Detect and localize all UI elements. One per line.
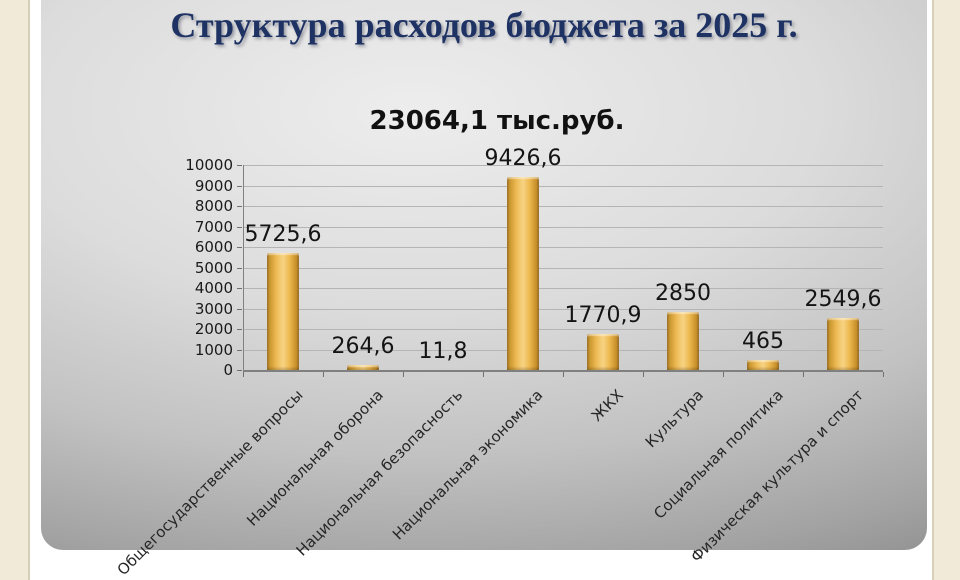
- y-axis-tick: [237, 349, 242, 351]
- bar-value-label: 5725,6: [244, 221, 322, 247]
- y-axis-tick: [237, 308, 242, 310]
- x-axis-tick: [483, 372, 484, 377]
- bar-value-label: 2850: [655, 280, 711, 306]
- x-axis-tick: [563, 372, 564, 377]
- bar: [347, 364, 379, 370]
- y-tick-label: 10000: [185, 156, 233, 174]
- x-axis-tick: [883, 372, 884, 377]
- grid-line: [243, 329, 883, 330]
- x-axis: [243, 370, 883, 372]
- category-label: Национальная безопасность: [293, 386, 467, 560]
- x-axis-tick: [403, 372, 404, 377]
- bar-value-label: 11,8: [418, 338, 468, 364]
- y-tick-label: 5000: [194, 258, 233, 277]
- grid-line: [243, 308, 883, 310]
- y-tick-label: 2000: [194, 320, 233, 338]
- y-tick-label: 6000: [194, 238, 233, 256]
- y-axis-tick: [237, 165, 242, 166]
- grid-line: [243, 349, 883, 351]
- grid-line: [243, 247, 883, 248]
- bar-value-label: 2549,6: [804, 286, 882, 312]
- y-axis: [243, 165, 244, 370]
- category-label: Социальная политика: [650, 386, 787, 523]
- bar-value-label: 9426,6: [484, 145, 562, 171]
- x-axis-tick: [323, 372, 324, 377]
- y-tick-label: 7000: [194, 217, 233, 236]
- category-label: Культура: [641, 386, 707, 452]
- grid-line: [243, 165, 883, 166]
- bar: [587, 333, 619, 370]
- y-tick-label: 0: [223, 361, 233, 379]
- slide-frame-right: [932, 0, 960, 580]
- bar: [827, 317, 859, 370]
- category-label: Национальная экономика: [389, 386, 547, 544]
- bar-value-label: 264,6: [331, 333, 395, 359]
- slide-frame-left: [0, 0, 30, 580]
- slide-panel: Структура расходов бюджета за 2025 г. 23…: [41, 0, 927, 579]
- category-label: Физическая культура и спорт: [686, 386, 867, 566]
- bar: [507, 176, 539, 370]
- grid-line: [243, 267, 883, 269]
- grid-line: [243, 288, 883, 289]
- y-axis-tick: [237, 329, 242, 330]
- bar: [267, 252, 299, 370]
- y-axis-tick: [237, 288, 242, 289]
- grid-line: [243, 206, 883, 207]
- y-axis-tick: [237, 267, 242, 269]
- y-axis-tick: [237, 370, 242, 371]
- grid-line: [243, 185, 883, 187]
- y-axis-tick: [237, 226, 242, 228]
- y-axis-tick: [237, 206, 242, 207]
- chart-title: 23064,1 тыс.руб.: [369, 106, 625, 136]
- bar-value-label: 465: [742, 329, 784, 355]
- x-axis-tick: [243, 372, 244, 377]
- x-axis-tick: [803, 372, 804, 377]
- category-label: ЖКХ: [587, 386, 627, 425]
- y-tick-label: 4000: [194, 279, 233, 297]
- y-axis-tick: [237, 185, 242, 187]
- grid-line: [243, 226, 883, 228]
- y-axis-tick: [237, 247, 242, 248]
- y-tick-label: 3000: [194, 299, 233, 318]
- category-label: Национальная оборона: [243, 386, 387, 530]
- x-axis-tick: [643, 372, 644, 377]
- bar: [747, 360, 779, 370]
- y-tick-label: 9000: [194, 176, 233, 195]
- y-tick-label: 1000: [194, 340, 233, 359]
- bar: [667, 311, 699, 370]
- y-tick-label: 8000: [194, 197, 233, 215]
- x-axis-tick: [723, 372, 724, 377]
- slide-title: Структура расходов бюджета за 2025 г.: [170, 5, 798, 45]
- bar-value-label: 1770,9: [564, 302, 642, 328]
